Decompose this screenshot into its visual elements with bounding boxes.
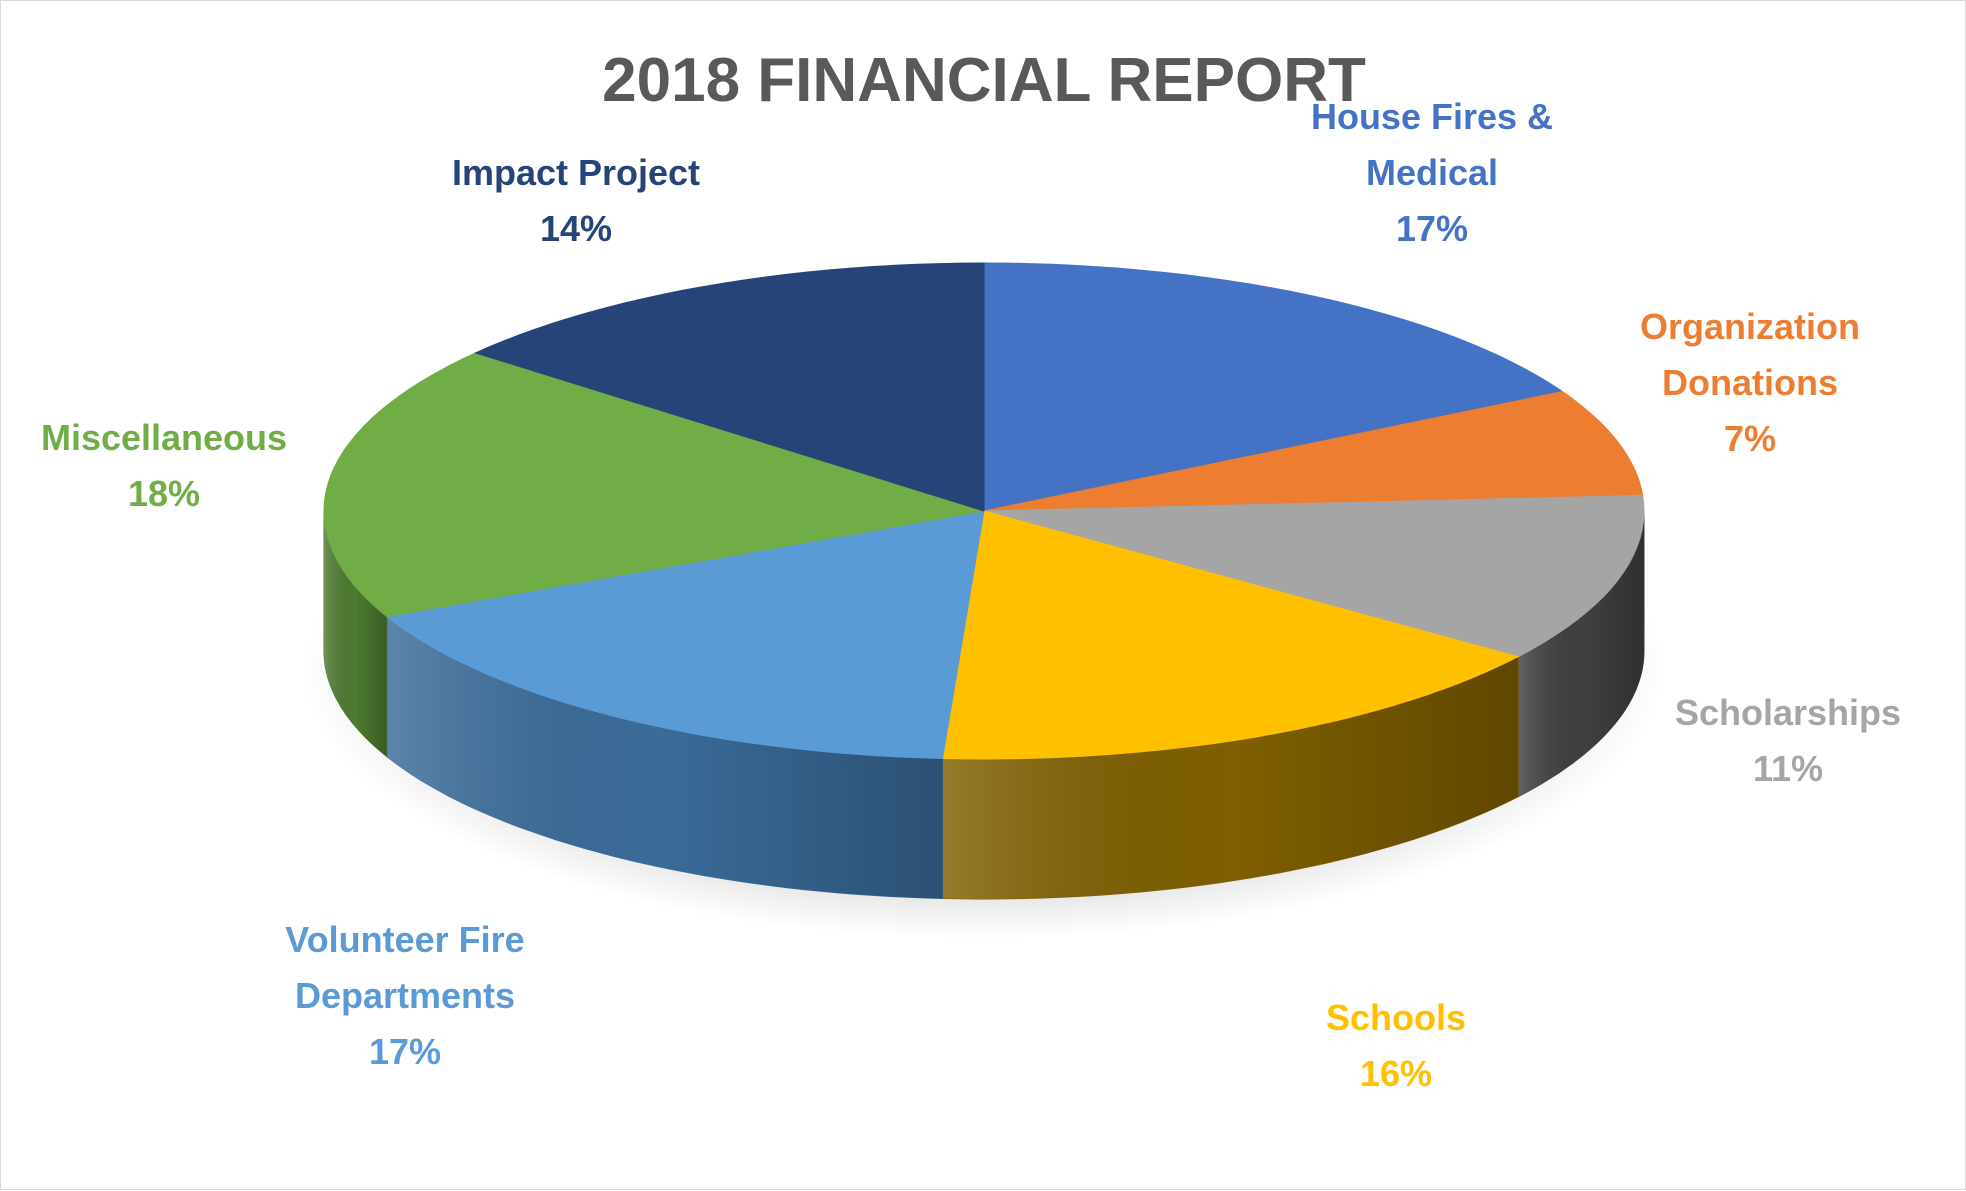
pie-slice-volunteer-fire-departments bbox=[385, 510, 985, 760]
pie-slice-impact-project bbox=[474, 262, 985, 512]
data-label-percent: 17% bbox=[369, 1031, 441, 1072]
data-label-category: Medical bbox=[1366, 152, 1498, 193]
data-label-percent: 7% bbox=[1724, 418, 1776, 459]
data-label-category: Miscellaneous bbox=[41, 417, 287, 458]
data-label-percent: 17% bbox=[1396, 208, 1468, 249]
pie-side-shading bbox=[1518, 511, 1644, 797]
data-label-scholarships: Scholarships 11% bbox=[1675, 692, 1901, 789]
pie-slice-organization-donations bbox=[983, 390, 1644, 512]
pie-side-shading bbox=[386, 616, 943, 899]
data-label-impact-project: Impact Project 14% bbox=[452, 152, 700, 249]
data-label-schools: Schools 16% bbox=[1326, 997, 1466, 1094]
data-label-house-fires-medical: House Fires & Medical 17% bbox=[1311, 96, 1553, 249]
chart-title: 2018 FINANCIAL REPORT bbox=[602, 46, 1366, 115]
pie-side-shading bbox=[324, 511, 387, 757]
data-label-category: Scholarships bbox=[1675, 692, 1901, 733]
pie-slice-miscellaneous bbox=[323, 352, 985, 618]
data-label-percent: 14% bbox=[540, 208, 612, 249]
data-label-category: Impact Project bbox=[452, 152, 700, 193]
data-label-category: Departments bbox=[295, 975, 515, 1016]
data-label-category: House Fires & bbox=[1311, 96, 1553, 137]
data-label-miscellaneous: Miscellaneous 18% bbox=[41, 417, 287, 514]
data-label-category: Organization bbox=[1640, 306, 1860, 347]
data-label-percent: 18% bbox=[128, 473, 200, 514]
data-label-percent: 16% bbox=[1360, 1053, 1432, 1094]
data-label-volunteer-fire-departments: Volunteer Fire Departments 17% bbox=[285, 919, 524, 1072]
data-label-category: Donations bbox=[1662, 362, 1838, 403]
data-label-percent: 11% bbox=[1753, 748, 1823, 789]
pie-side-shading bbox=[942, 656, 1518, 899]
data-label-category: Schools bbox=[1326, 997, 1466, 1038]
pie-slice-schools bbox=[942, 510, 1520, 760]
pie-slice-house-fires-medical bbox=[983, 262, 1564, 512]
data-label-organization-donations: Organization Donations 7% bbox=[1640, 306, 1860, 459]
data-label-category: Volunteer Fire bbox=[285, 919, 524, 960]
pie-slice-scholarships bbox=[983, 494, 1645, 658]
